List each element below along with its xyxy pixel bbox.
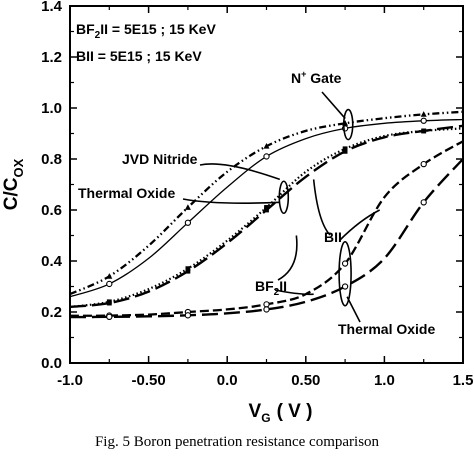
data-markers (106, 111, 427, 320)
figure-caption: Fig. 5 Boron penetration resistance comp… (94, 434, 380, 450)
callout-arrow-bf2-2 (274, 289, 314, 296)
tick-labels: -1.0 -0.50 0.0 0.50 1.0 1.5 0.0 0.2 0.4 0.6 0.8 1.0… (41, 0, 473, 389)
callout-ellipse-thermal-lower (338, 240, 352, 307)
axis-ticks (69, 5, 464, 364)
series-4-marker (264, 207, 269, 213)
x-tick-label: 0.50 (291, 372, 320, 389)
y-tick-label: 1.4 (41, 0, 63, 15)
legend-line-1: BF2II = 5E15 ; 15 KeV (76, 21, 216, 41)
x-tick-label: -0.50 (131, 372, 165, 389)
series-6-marker (420, 199, 427, 206)
y-tick-label: 1.0 (41, 100, 62, 117)
y-tick-label: 1.2 (41, 49, 62, 66)
y-tick-label: 0.6 (41, 202, 62, 219)
series-5-marker (341, 260, 349, 267)
legend-line-2: BII = 5E15 ; 15 KeV (76, 48, 202, 64)
x-tick-label: 1.5 (453, 372, 474, 389)
series-3-marker (264, 205, 269, 210)
annotation-thermal-oxide-upper: Thermal Oxide (78, 185, 175, 201)
callout-arrow-bii-2 (339, 209, 381, 241)
callout-arrow-jvd (199, 163, 281, 181)
annotation-thermal-oxide-lower: Thermal Oxide (338, 321, 435, 337)
series-6-marker (106, 313, 113, 320)
y-tick-label: 0.4 (41, 253, 63, 270)
series-4-marker (421, 128, 427, 134)
y-tick-label: 0.8 (41, 151, 62, 168)
series-1-marker (263, 143, 270, 149)
series-5-marker (420, 160, 427, 168)
axis-titles: VG( V ) C/COX (1, 158, 312, 425)
x-tick-label: 1.0 (374, 372, 395, 389)
callout-arrow-gate (321, 91, 346, 120)
series-2-marker (263, 153, 270, 160)
y-tick-label: 0.0 (41, 355, 62, 372)
callout-arrow-thermal (182, 198, 280, 204)
series-2-marker (184, 219, 192, 226)
x-tick-label: 0.0 (217, 372, 238, 389)
series-6-line (69, 158, 464, 319)
callout-arrow-bii (312, 179, 331, 236)
series-4-marker (342, 148, 348, 154)
series-4-marker (106, 300, 112, 306)
x-axis-title: VG( V ) (249, 401, 313, 425)
annotation-bf2ii: BF2II (255, 278, 287, 298)
y-tick-label: 0.2 (41, 304, 62, 321)
legend: BF2II = 5E15 ; 15 KeV BII = 5E15 ; 15 KeV (76, 21, 216, 64)
chart: -1.0 -0.50 0.0 0.50 1.0 1.5 0.0 0.2 0.4 0.6 0.8 1.0… (1, 0, 473, 425)
callout-lines (182, 91, 381, 323)
series-4-marker (185, 268, 191, 274)
series-3-marker (185, 266, 191, 272)
series-6-marker (184, 312, 192, 319)
series-1-marker (184, 204, 191, 210)
callout-arrow-bf2 (277, 235, 298, 281)
series-1-marker (420, 111, 427, 117)
series-2-marker (106, 280, 113, 288)
callout-ellipse-jvd (278, 180, 290, 215)
annotation-jvd-nitride: JVD Nitride (122, 151, 198, 167)
annotation-n-plus-gate: N+ Gate (291, 69, 342, 86)
series-6-marker (263, 306, 270, 313)
series-5-marker (263, 301, 270, 308)
x-tick-label: -1.0 (57, 372, 83, 389)
series-6-marker (341, 283, 349, 290)
series-2-marker (420, 117, 427, 124)
callout-arrow-thermal-lower (346, 296, 361, 323)
series-3-marker (342, 146, 348, 152)
y-axis-title: C/COX (1, 158, 26, 210)
series-1-marker (106, 273, 113, 279)
callout-ellipse-gate (342, 108, 354, 141)
